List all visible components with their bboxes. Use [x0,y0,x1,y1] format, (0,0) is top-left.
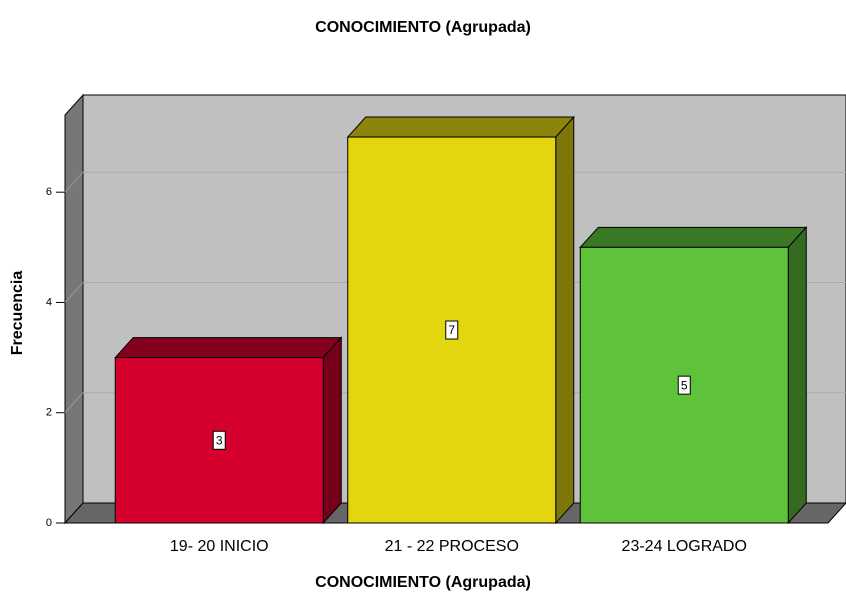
bar-side [787,226,807,525]
value-label-box [212,430,226,450]
bar-top [579,226,808,248]
value-label-box [445,320,459,340]
value-label: 5 [681,378,688,392]
value-label-box [677,375,691,395]
bar-side [555,115,575,525]
grid-line [64,282,84,303]
x-tick-label: 23-24 LOGRADO [622,538,747,555]
grid-line [64,171,84,193]
bar-top [114,337,343,359]
chart-title: CONOCIMIENTO (Agrupada) [315,19,531,36]
bar-side [322,336,342,525]
value-label: 3 [216,433,223,447]
y-tick-label: 0 [46,517,52,529]
y-tick-label: 4 [46,296,52,308]
x-tick-label: 21 - 22 PROCESO [385,538,519,555]
y-axis-title: Frecuencia [9,271,26,356]
x-tick-label: 19- 20 INICIO [170,538,269,555]
x-axis-title: CONOCIMIENTO (Agrupada) [315,574,531,591]
y-tick-label: 6 [46,186,52,198]
bar-top [346,116,575,138]
side-wall [64,93,84,525]
value-label: 7 [448,323,455,337]
y-tick-label: 2 [46,407,52,419]
grid-line [64,392,84,414]
